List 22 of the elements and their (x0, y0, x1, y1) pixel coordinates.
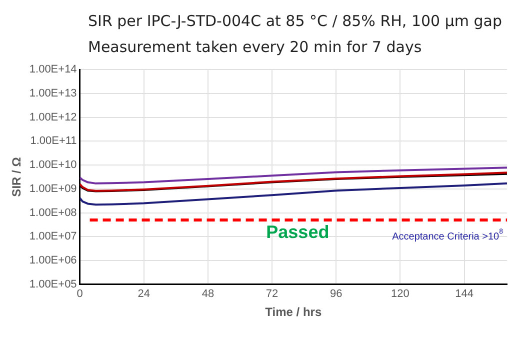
y-tick-label: 1.00E+05 (29, 278, 77, 290)
y-tick-label: 1.00E+09 (29, 182, 77, 195)
x-tick-label: 144 (455, 288, 474, 300)
y-tick-label: 1.00E+12 (29, 111, 77, 124)
y-tick-label: 1.00E+07 (29, 230, 77, 243)
y-axis-title: SIR / Ω (10, 156, 24, 197)
x-tick-label: 72 (266, 288, 278, 300)
y-tick-label: 1.00E+13 (29, 88, 77, 100)
x-tick-label: 120 (391, 288, 410, 300)
x-tick-label: 24 (138, 288, 150, 300)
x-tick-label: 96 (330, 288, 342, 300)
y-tick-label: 1.00E+06 (29, 254, 77, 267)
chart-title: SIR per IPC-J-STD-004C at 85 °C / 85% RH, 100 µm gap (87, 11, 503, 32)
y-tick-label: 1.00E+11 (30, 135, 77, 148)
x-tick-label: 0 (76, 288, 83, 300)
x-axis-title: Time / hrs (265, 305, 322, 320)
y-tick-label: 1.00E+08 (29, 206, 77, 219)
y-tick-label: 1.00E+14 (29, 64, 77, 76)
annotation: Passed (266, 222, 330, 242)
chart-subtitle: Measurement taken every 20 min for 7 days (87, 37, 423, 58)
y-tick-label: 1.00E+10 (29, 159, 77, 172)
x-tick-label: 48 (202, 288, 214, 300)
